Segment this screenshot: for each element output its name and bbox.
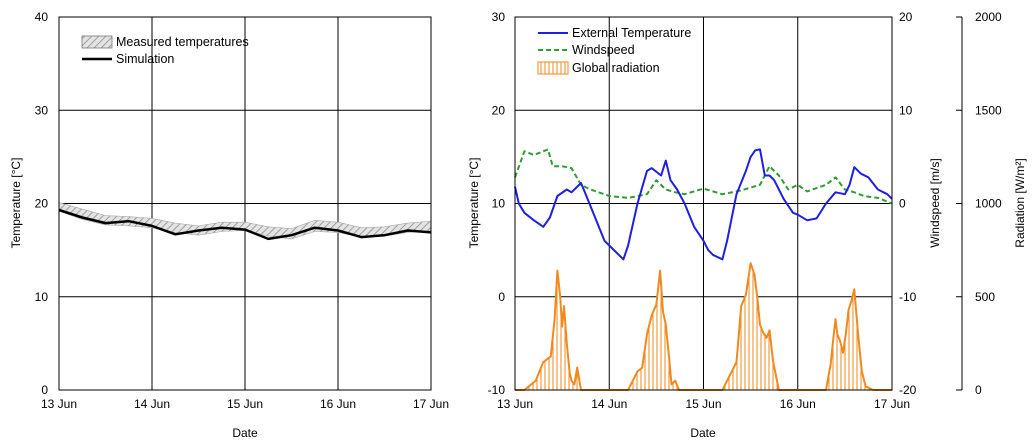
radiation-tick-label: 1000	[975, 197, 1002, 211]
right-x-axis-label: Date	[690, 426, 716, 440]
left-x-tick-label: 17 Jun	[413, 397, 449, 411]
radiation-axis-label: Radiation [W/m²]	[1013, 158, 1027, 247]
legend-label-global-radiation: Global radiation	[572, 61, 660, 75]
radiation-axis-ticks: 0 500 1000 1500 2000	[956, 10, 1002, 397]
global-radiation-area	[515, 263, 892, 390]
right-x-tick-label: 17 Jun	[874, 397, 910, 411]
left-x-axis-label: Date	[232, 426, 258, 440]
windspeed-line	[514, 148, 893, 205]
right-y-ticks: -10 0 10 20 30	[488, 10, 506, 397]
legend-label-windspeed: Windspeed	[572, 43, 635, 57]
right-y-tick-label: 0	[498, 290, 505, 304]
right-y-tick-label: 20	[492, 103, 506, 117]
right-x-ticks: 13 Jun 14 Jun 15 Jun 16 Jun 17 Jun	[497, 397, 910, 411]
external-temperature-line	[514, 148, 893, 261]
left-y-tick-label: 20	[35, 197, 49, 211]
simulation-series	[58, 208, 432, 241]
simulation-line	[58, 208, 432, 241]
windspeed-tick-label: 10	[899, 103, 913, 117]
left-plot-frame	[58, 16, 432, 391]
radiation-tick-label: 1500	[975, 103, 1002, 117]
left-x-ticks: 13 Jun 14 Jun 15 Jun 16 Jun 17 Jun	[41, 397, 449, 411]
left-y-ticks: 0 10 20 30 40	[35, 10, 49, 397]
external-temperature-series	[514, 148, 893, 261]
legend-label-measured: Measured temperatures	[116, 35, 249, 49]
windspeed-axis-label: Windspeed [m/s]	[928, 158, 942, 247]
radiation-tick-label: 2000	[975, 10, 1002, 24]
radiation-tick-label: 500	[975, 290, 995, 304]
windspeed-tick-label: -20	[899, 383, 917, 397]
legend-label-simulation: Simulation	[116, 52, 174, 66]
right-x-tick-label: 13 Jun	[497, 397, 533, 411]
left-y-axis-label: Temperature [°C]	[9, 158, 23, 249]
left-y-tick-label: 40	[35, 10, 49, 24]
left-y-tick-label: 10	[35, 290, 49, 304]
right-plot-frame	[514, 16, 893, 391]
windspeed-tick-label: -10	[899, 290, 917, 304]
windspeed-tick-label: 20	[899, 10, 913, 24]
left-y-tick-label: 30	[35, 103, 49, 117]
left-y-tick-label: 0	[41, 383, 48, 397]
left-chart: 0 10 20 30 40 13 Jun 14 Jun 15 Jun 16 Jun 17 Jun…	[9, 10, 449, 440]
right-legend: External Temperature Windspeed Global ra…	[537, 26, 691, 75]
left-x-tick-label: 14 Jun	[134, 397, 170, 411]
right-x-tick-label: 14 Jun	[591, 397, 627, 411]
legend-swatch-measured	[81, 35, 113, 49]
legend-label-external-temperature: External Temperature	[572, 26, 691, 40]
left-legend: Measured temperatures Simulation	[81, 35, 249, 66]
windspeed-series	[514, 148, 893, 205]
windspeed-axis-ticks: -20 -10 0 10 20	[899, 10, 917, 397]
right-y-tick-label: 10	[492, 197, 506, 211]
radiation-tick-label: 0	[975, 383, 982, 397]
right-grid	[515, 17, 892, 390]
right-y-axis-label: Temperature [°C]	[467, 158, 481, 249]
right-y-tick-label: 30	[492, 10, 506, 24]
left-x-tick-label: 15 Jun	[227, 397, 263, 411]
right-x-tick-label: 15 Jun	[685, 397, 721, 411]
right-y-tick-label: -10	[488, 383, 506, 397]
left-x-tick-label: 16 Jun	[320, 397, 356, 411]
windspeed-tick-label: 0	[899, 197, 906, 211]
left-x-tick-label: 13 Jun	[41, 397, 77, 411]
legend-swatch-global-radiation	[537, 61, 569, 75]
right-x-tick-label: 16 Jun	[780, 397, 816, 411]
left-grid	[59, 17, 431, 390]
